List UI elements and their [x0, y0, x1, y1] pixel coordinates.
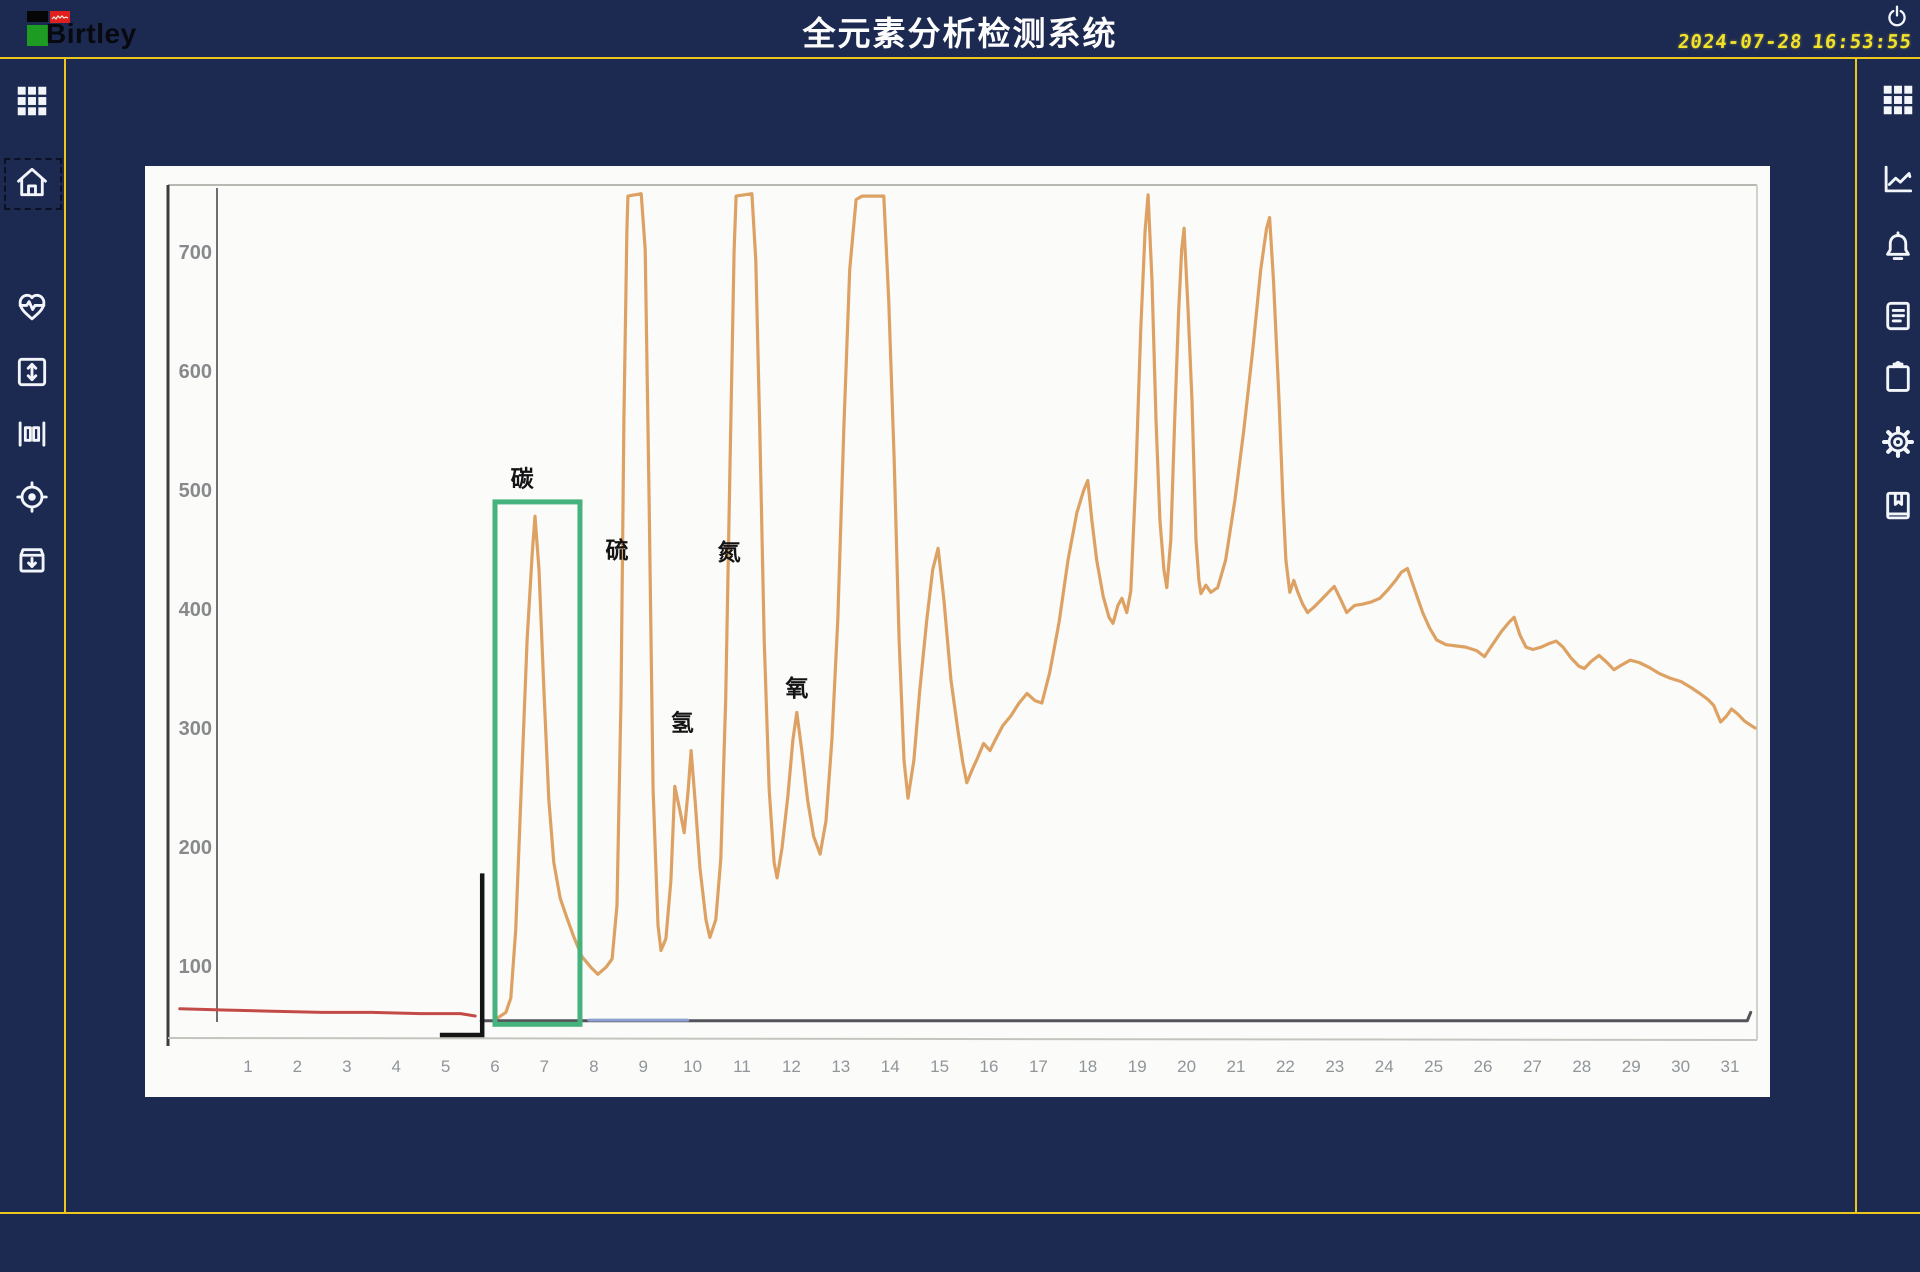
- chromatogram-panel: 700 600 500 400 300 200 100 1 2 3 4 5 6 7 8 9 10 11 12 13 14…: [145, 166, 1770, 1097]
- sidebar-item-menu-grid-right[interactable]: [1876, 78, 1920, 122]
- gauge-bars-icon: [18, 421, 46, 447]
- sidebar-item-weighing[interactable]: [10, 412, 54, 456]
- x-tick-label: 29: [1622, 1057, 1641, 1076]
- sidebar-item-sample-archive[interactable]: [10, 538, 54, 582]
- logo-black-square: [27, 11, 48, 22]
- sidebar-item-report[interactable]: [1876, 355, 1920, 399]
- y-tick-label: 700: [179, 242, 212, 264]
- x-tick-label: 17: [1029, 1057, 1048, 1076]
- x-tick-label: 13: [831, 1057, 850, 1076]
- series-element-trace: [495, 192, 1757, 1020]
- x-tick-label: 10: [683, 1057, 702, 1076]
- time-value: 16:53:55: [1811, 31, 1914, 53]
- x-tick-label: 23: [1325, 1057, 1344, 1076]
- x-tick-label: 5: [441, 1057, 450, 1076]
- x-tick-label: 21: [1227, 1057, 1246, 1076]
- x-tick-label: 26: [1474, 1057, 1493, 1076]
- alarm-bell-icon: [1886, 231, 1910, 260]
- page-title: 全元素分析检测系统: [802, 15, 1118, 52]
- frame-line-right: [1855, 57, 1857, 1214]
- sidebar-item-settings[interactable]: [1876, 420, 1920, 464]
- x-tick-label: 31: [1721, 1057, 1740, 1076]
- heartbeat-icon: [18, 293, 46, 321]
- x-tick-label: 6: [490, 1057, 499, 1076]
- element-label-氮: 氮: [718, 540, 741, 566]
- datetime-display: 2024-07-28 16:53:55: [1677, 31, 1913, 53]
- x-tick-label: 1: [243, 1057, 252, 1076]
- grid-menu-icon: [1883, 85, 1913, 115]
- logo-green-square: [27, 25, 48, 46]
- document-log-icon: [1886, 301, 1910, 331]
- element-label-碳: 碳: [511, 466, 535, 492]
- sidebar-item-level[interactable]: [10, 350, 54, 394]
- x-tick-label: 19: [1128, 1057, 1147, 1076]
- clipboard-report-icon: [1886, 361, 1910, 392]
- x-tick-label: 18: [1078, 1057, 1097, 1076]
- sidebar-item-menu-grid[interactable]: [10, 79, 54, 123]
- x-tick-label: 28: [1572, 1057, 1591, 1076]
- x-tick-label: 20: [1177, 1057, 1196, 1076]
- element-label-硫: 硫: [606, 537, 629, 564]
- vertical-range-icon: [17, 357, 47, 387]
- header-bar: Birtley 全元素分析检测系统 2024-07-28 16:53:55: [0, 0, 1920, 57]
- x-tick-label: 16: [980, 1057, 999, 1076]
- sidebar-item-trend[interactable]: [1876, 157, 1920, 201]
- sidebar-item-home[interactable]: [10, 160, 54, 204]
- x-tick-label: 2: [293, 1057, 302, 1076]
- x-tick-label: 8: [589, 1057, 598, 1076]
- frame-line-bottom: [0, 1212, 1920, 1214]
- y-tick-label: 100: [179, 956, 212, 978]
- x-tick-label: 12: [782, 1057, 801, 1076]
- y-tick-label: 500: [179, 480, 212, 502]
- brand-logo: Birtley: [24, 8, 174, 50]
- home-focus-border: [4, 158, 62, 210]
- y-tick-label: 200: [179, 837, 212, 859]
- sidebar-item-records[interactable]: [1876, 484, 1920, 528]
- element-label-氢: 氢: [671, 709, 694, 736]
- x-tick-label: 9: [638, 1057, 647, 1076]
- y-tick-label: 300: [179, 718, 212, 740]
- x-tick-label: 30: [1671, 1057, 1690, 1076]
- records-book-icon: [1886, 491, 1910, 520]
- series-red-baseline: [178, 1007, 477, 1018]
- x-tick-label: 24: [1375, 1057, 1394, 1076]
- x-tick-label: 3: [342, 1057, 351, 1076]
- archive-inbox-icon: [19, 548, 45, 573]
- y-tick-label: 400: [179, 599, 212, 621]
- reference-bracket: [439, 873, 485, 1038]
- x-tick-label: 22: [1276, 1057, 1295, 1076]
- frame-line-top: [0, 57, 1920, 59]
- x-tick-label: 14: [881, 1057, 900, 1076]
- y-tick-label: 600: [179, 361, 212, 383]
- series-dark-baseline: [479, 1010, 1753, 1023]
- trend-chart-icon: [1884, 165, 1913, 193]
- x-tick-label: 15: [930, 1057, 949, 1076]
- brand-name: Birtley: [46, 18, 137, 49]
- x-tick-label: 4: [391, 1057, 400, 1076]
- sidebar-item-positioning[interactable]: [10, 475, 54, 519]
- crosshair-icon: [16, 481, 48, 513]
- x-tick-label: 7: [540, 1057, 549, 1076]
- element-label-氧: 氧: [784, 675, 808, 702]
- sidebar-right: [1857, 57, 1920, 1212]
- x-tick-label: 11: [733, 1057, 751, 1076]
- logo-red-square: [50, 11, 70, 23]
- home-icon: [17, 167, 47, 197]
- sidebar-item-logs[interactable]: [1876, 294, 1920, 338]
- date-value: 2024-07-28: [1676, 31, 1804, 53]
- carbon-highlight-box[interactable]: [492, 499, 583, 1027]
- frame-line-left: [64, 57, 66, 1214]
- power-icon[interactable]: [1884, 3, 1910, 29]
- sidebar-item-monitor[interactable]: [10, 285, 54, 329]
- sidebar-left: [0, 57, 64, 1212]
- x-tick-label: 25: [1424, 1057, 1443, 1076]
- scan-frame-bottom: [167, 1037, 1758, 1041]
- x-tick-label: 27: [1523, 1057, 1542, 1076]
- grid-menu-icon: [17, 86, 47, 116]
- sidebar-item-alarms[interactable]: [1876, 225, 1920, 269]
- settings-gear-icon: [1882, 426, 1914, 458]
